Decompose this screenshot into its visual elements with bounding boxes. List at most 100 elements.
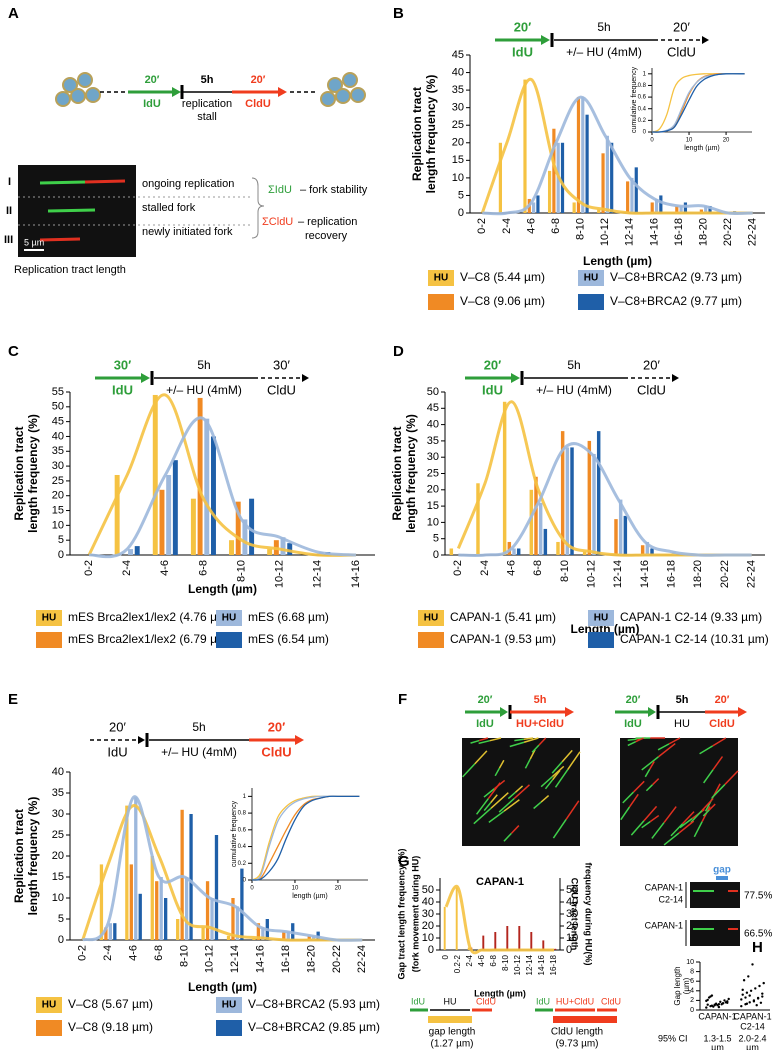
x-tick-label: 4-6 [127, 945, 139, 961]
bar [210, 436, 216, 555]
panel-label: A [8, 5, 19, 22]
bar [235, 501, 241, 555]
x-tick-label: 14-16 [648, 218, 660, 246]
fiber [649, 761, 655, 770]
x-tick-label: CAPAN-1 [733, 1011, 771, 1021]
ci-value: µm [746, 1042, 759, 1050]
label: HU [674, 718, 690, 730]
scheme-label: CldU [476, 996, 496, 1006]
data-point [712, 1005, 715, 1008]
y-tick-label: 40 [452, 66, 464, 78]
x-tick-label: 2-4 [102, 945, 114, 961]
data-point [713, 1003, 716, 1006]
fiber [699, 745, 714, 755]
legend-badge: HU [584, 273, 598, 284]
x-tick-label: 0-2 [452, 560, 464, 576]
cumulative-line [651, 73, 745, 133]
y2-axis-label: frequency during HU(%) [584, 862, 594, 965]
label: IdU [143, 98, 161, 110]
fiber [462, 763, 476, 778]
y-axis-label: length frequency (%) [26, 797, 40, 916]
panel-label: C [8, 343, 19, 360]
legend-badge: HU [222, 1000, 236, 1011]
bar [547, 170, 552, 213]
y-tick-label: 40 [422, 896, 434, 908]
data-point [758, 984, 761, 988]
legend-swatch [216, 997, 242, 1013]
data-point [719, 1000, 722, 1004]
arrow-head [295, 735, 304, 745]
y-tick-label: 0.2 [238, 861, 247, 867]
bar [240, 868, 244, 940]
bar [675, 205, 679, 213]
bar [159, 877, 163, 940]
protocol-label: +/– HU (4mM) [536, 383, 612, 397]
sum-text: recovery [305, 230, 348, 242]
fit-curve [480, 78, 753, 215]
bar [287, 543, 293, 555]
x-tick-label: 8-10 [501, 954, 510, 971]
legend-label: V–C8 (5.67 µm) [68, 997, 153, 1011]
label: HU+CldU [516, 718, 564, 730]
bar [530, 932, 533, 950]
x-tick-label: 0-2 [83, 560, 95, 576]
x-tick-label: 18-20 [305, 945, 317, 973]
y-tick-label: 5 [58, 534, 64, 546]
legend-badge: HU [424, 613, 438, 624]
data-point [749, 989, 753, 992]
fiber [679, 817, 693, 829]
x-tick-label: 14-16 [255, 945, 267, 973]
sum-text: – fork stability [300, 184, 368, 196]
x-axis-label: Length (µm) [583, 254, 652, 268]
y-axis-label: Gap length [673, 966, 682, 1005]
fit-curve [81, 795, 363, 942]
row-text: newly initiated fork [142, 226, 233, 238]
bar [190, 498, 196, 555]
y-axis-label: Gap tract length frequency (%) [396, 848, 406, 979]
protocol-label: IdU [112, 382, 133, 397]
bar [152, 394, 158, 555]
cumulative-line [251, 795, 360, 881]
legend-label: V–C8 (9.06 µm) [460, 294, 545, 308]
bar [249, 498, 255, 555]
y-tick-label: 0.4 [638, 106, 647, 112]
y-tick-label: 0 [58, 934, 64, 946]
fiber [681, 811, 695, 825]
y-tick-label: 55 [52, 386, 64, 398]
y-tick-label: 20 [52, 850, 64, 862]
scheme-label: HU+CldU [556, 996, 594, 1006]
bar [516, 548, 521, 555]
fiber [693, 821, 703, 838]
bar [512, 548, 516, 555]
fiber [494, 767, 501, 777]
bar [552, 128, 556, 213]
x-tick-label: 8-10 [178, 945, 190, 967]
data-point [705, 1006, 708, 1009]
x-tick-label: 0 [250, 886, 254, 892]
bar [614, 519, 618, 555]
bar [226, 935, 231, 940]
bar [640, 545, 645, 555]
bar [576, 97, 581, 213]
time: 5h [201, 74, 214, 86]
gap-marker [716, 876, 728, 880]
y-tick-label: 6 [690, 978, 694, 985]
x-tick-label: 10 [686, 138, 693, 144]
y-tick-label: 10 [452, 172, 464, 184]
protocol-time: 5h [567, 358, 580, 372]
fiber [628, 793, 639, 808]
y-tick-label: 35 [52, 445, 64, 457]
x-tick-label: 0-2 [77, 945, 89, 961]
x-tick-label: 16-18 [549, 954, 558, 975]
protocol-time: 5h [597, 20, 610, 34]
label: IdU [624, 718, 642, 730]
bar [235, 906, 240, 940]
fiber [514, 738, 524, 742]
legend-swatch [36, 997, 62, 1013]
fiber [503, 832, 512, 842]
y-tick-label: 25 [52, 829, 64, 841]
fiber [551, 765, 565, 778]
bar [166, 474, 172, 555]
legend-label: V–C8+BRCA2 (9.73 µm) [610, 270, 742, 284]
y-tick-label: 25 [452, 119, 464, 131]
